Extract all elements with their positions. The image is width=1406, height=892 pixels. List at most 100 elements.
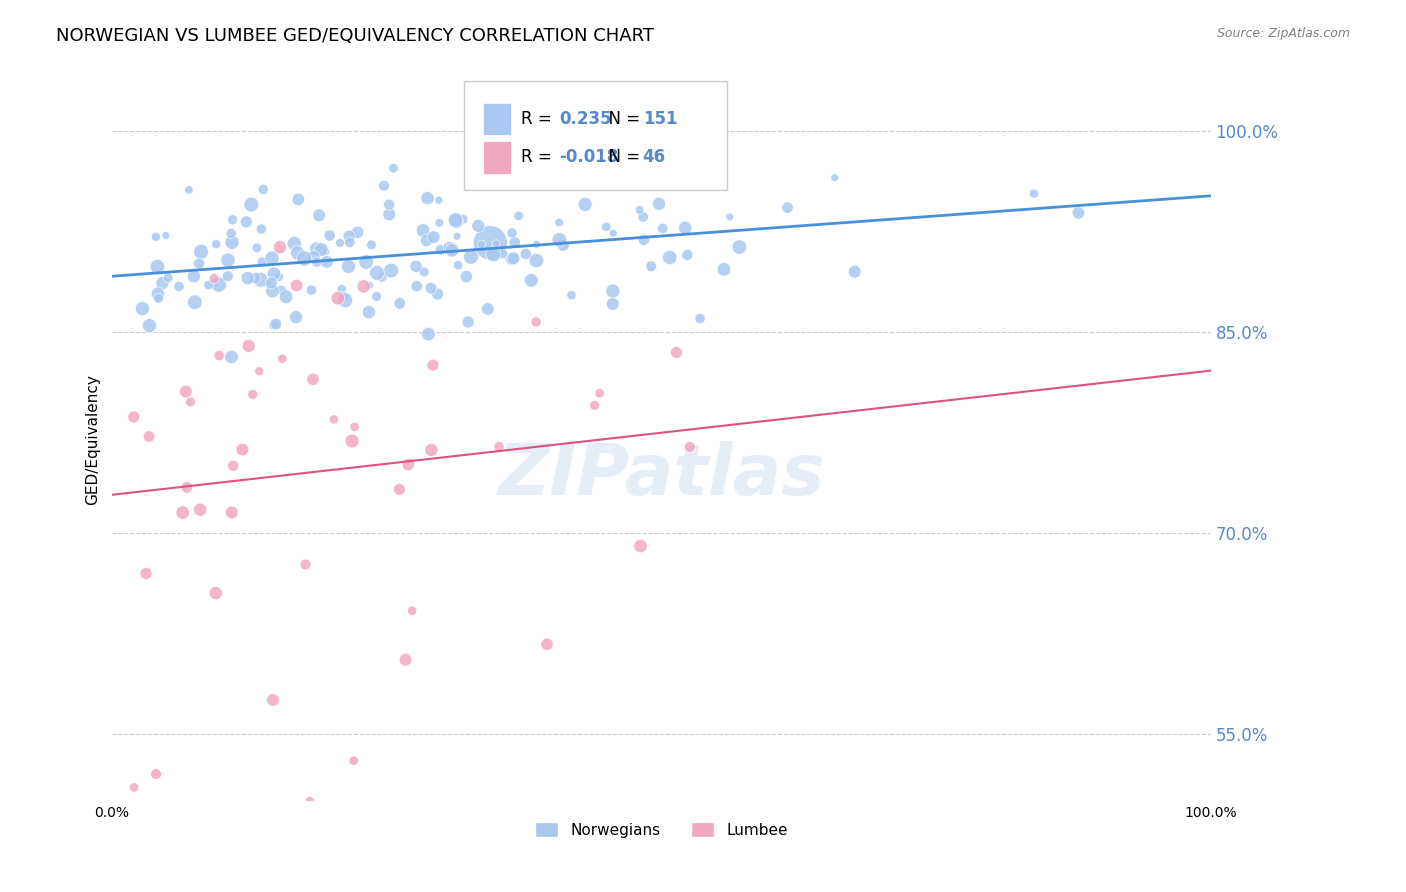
Point <box>145 230 167 244</box>
Point <box>491 246 513 260</box>
Point <box>235 215 257 229</box>
Point <box>595 219 617 234</box>
Point <box>219 227 242 241</box>
Point <box>602 297 624 311</box>
Point <box>262 693 284 707</box>
Point <box>274 290 297 304</box>
Point <box>301 283 323 297</box>
Y-axis label: GED/Equivalency: GED/Equivalency <box>86 374 100 505</box>
Point <box>205 237 228 252</box>
Point <box>221 505 243 519</box>
Point <box>628 202 651 217</box>
Point <box>405 279 427 293</box>
Point <box>631 210 654 224</box>
Point <box>264 317 287 331</box>
Point <box>388 483 411 497</box>
Point <box>630 539 652 553</box>
Point <box>217 269 239 284</box>
Point <box>520 273 543 287</box>
Point <box>138 429 160 443</box>
Point <box>602 226 624 240</box>
Point <box>548 215 571 229</box>
Point <box>477 301 499 316</box>
Point <box>444 213 467 227</box>
Point <box>447 258 470 272</box>
Point <box>204 586 226 600</box>
Point <box>429 243 451 257</box>
Point <box>460 250 482 264</box>
Point <box>305 242 328 256</box>
Point <box>302 372 325 386</box>
Point <box>315 244 337 259</box>
Point <box>401 604 423 618</box>
Point <box>202 277 225 291</box>
Point <box>776 201 799 215</box>
Point <box>658 251 681 265</box>
Point <box>844 265 866 279</box>
Point <box>515 247 537 261</box>
Point <box>174 384 197 399</box>
Point <box>633 233 655 247</box>
Point <box>488 440 510 454</box>
Point <box>270 283 292 297</box>
Point <box>167 279 190 293</box>
Text: Source: ZipAtlas.com: Source: ZipAtlas.com <box>1216 27 1350 40</box>
Point <box>451 212 474 227</box>
Point <box>152 276 174 290</box>
Point <box>263 267 285 281</box>
Point <box>485 236 508 251</box>
Point <box>524 315 547 329</box>
Text: N =: N = <box>598 110 645 128</box>
Point <box>540 171 562 186</box>
Point <box>713 262 735 277</box>
Point <box>287 245 309 260</box>
Point <box>426 287 449 301</box>
Point <box>467 219 489 233</box>
Point <box>378 207 401 221</box>
Point <box>526 237 548 252</box>
Point <box>728 240 751 254</box>
Point <box>222 458 245 473</box>
Point <box>337 260 360 274</box>
Point <box>283 236 305 251</box>
Point <box>188 502 211 516</box>
Point <box>689 311 711 326</box>
Point <box>583 398 606 412</box>
Point <box>501 226 523 240</box>
Point <box>439 241 461 255</box>
Point <box>157 270 180 285</box>
Point <box>221 350 243 364</box>
Text: NORWEGIAN VS LUMBEE GED/EQUIVALENCY CORRELATION CHART: NORWEGIAN VS LUMBEE GED/EQUIVALENCY CORR… <box>56 27 654 45</box>
Point <box>444 214 467 228</box>
Point <box>665 345 688 359</box>
Text: N =: N = <box>598 148 645 166</box>
Point <box>353 279 375 293</box>
Point <box>413 265 436 279</box>
Point <box>382 161 405 176</box>
Point <box>676 248 699 262</box>
Point <box>172 506 194 520</box>
Point <box>536 637 558 651</box>
Point <box>260 251 283 265</box>
Point <box>548 233 571 247</box>
Point <box>405 260 427 274</box>
Point <box>339 235 361 250</box>
Point <box>298 794 321 808</box>
Point <box>329 235 352 250</box>
Point <box>359 278 381 293</box>
Point <box>249 273 271 287</box>
Point <box>294 558 316 572</box>
Point <box>238 339 260 353</box>
Point <box>246 241 269 255</box>
Text: ZIPatlas: ZIPatlas <box>498 441 825 510</box>
Point <box>482 247 505 261</box>
Text: R =: R = <box>520 110 557 128</box>
Point <box>330 282 353 296</box>
Point <box>176 480 198 494</box>
Point <box>240 197 263 211</box>
FancyBboxPatch shape <box>484 141 510 174</box>
Point <box>221 212 243 227</box>
Point <box>322 412 344 426</box>
Point <box>354 255 377 269</box>
Point <box>560 288 582 302</box>
